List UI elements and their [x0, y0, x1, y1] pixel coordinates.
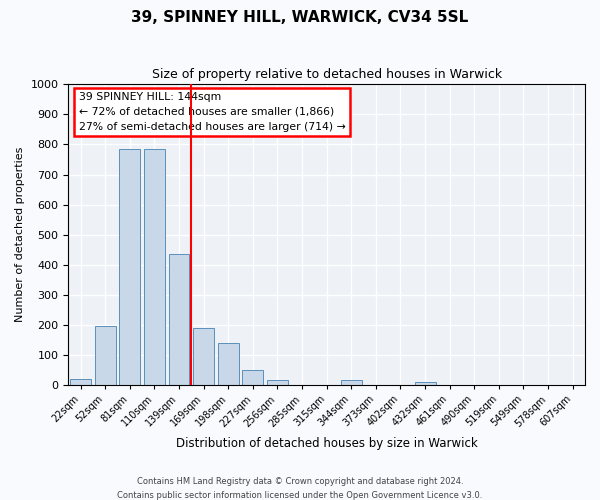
Bar: [119, 149, 140, 384]
Bar: [267, 380, 288, 384]
X-axis label: Distribution of detached houses by size in Warwick: Distribution of detached houses by size …: [176, 437, 478, 450]
Title: Size of property relative to detached houses in Warwick: Size of property relative to detached ho…: [152, 68, 502, 80]
Bar: [415, 382, 436, 384]
Bar: [193, 328, 214, 384]
Bar: [242, 370, 263, 384]
Text: Contains HM Land Registry data © Crown copyright and database right 2024.
Contai: Contains HM Land Registry data © Crown c…: [118, 478, 482, 500]
Text: 39, SPINNEY HILL, WARWICK, CV34 5SL: 39, SPINNEY HILL, WARWICK, CV34 5SL: [131, 10, 469, 25]
Bar: [341, 380, 362, 384]
Text: 39 SPINNEY HILL: 144sqm
← 72% of detached houses are smaller (1,866)
27% of semi: 39 SPINNEY HILL: 144sqm ← 72% of detache…: [79, 92, 346, 132]
Bar: [218, 342, 239, 384]
Y-axis label: Number of detached properties: Number of detached properties: [15, 147, 25, 322]
Bar: [144, 149, 165, 384]
Bar: [70, 378, 91, 384]
Bar: [95, 326, 116, 384]
Bar: [169, 254, 190, 384]
